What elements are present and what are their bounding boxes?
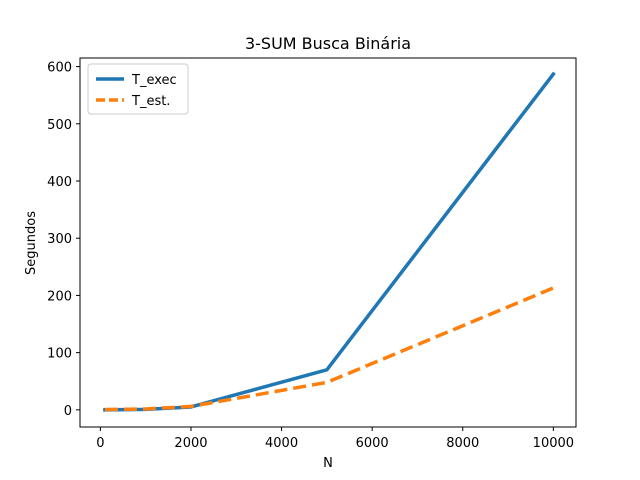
- x-tick-label: 8000: [446, 436, 479, 451]
- legend-label-1: T_exec: [131, 73, 177, 88]
- x-tick-label: 6000: [356, 436, 389, 451]
- x-tick-label: 10000: [533, 436, 574, 451]
- y-tick-label: 100: [47, 347, 72, 362]
- x-tick-label: 0: [96, 436, 104, 451]
- legend: T_exec T_est.: [87, 63, 189, 115]
- y-axis-label: Segundos: [24, 211, 39, 275]
- series-layer: [103, 71, 556, 412]
- y-tick-label: 500: [47, 118, 72, 133]
- legend-label-2: T_est.: [131, 94, 170, 109]
- chart-title: 3-SUM Busca Binária: [245, 34, 411, 53]
- x-tick-label: 4000: [265, 436, 298, 451]
- y-tick-label: 400: [47, 175, 72, 190]
- y-tick-label: 0: [64, 404, 72, 419]
- y-tick-label: 300: [47, 232, 72, 247]
- y-tick-label: 200: [47, 289, 72, 304]
- series-line-2: [104, 286, 555, 412]
- plot-frame: [79, 57, 577, 428]
- x-tick-label: 2000: [174, 436, 207, 451]
- axes: 0 2000 4000 6000 8000 10000 0 100 200 300 400 500 60…: [47, 57, 577, 451]
- y-tick-label: 600: [47, 61, 72, 76]
- x-axis-label: N: [323, 456, 333, 471]
